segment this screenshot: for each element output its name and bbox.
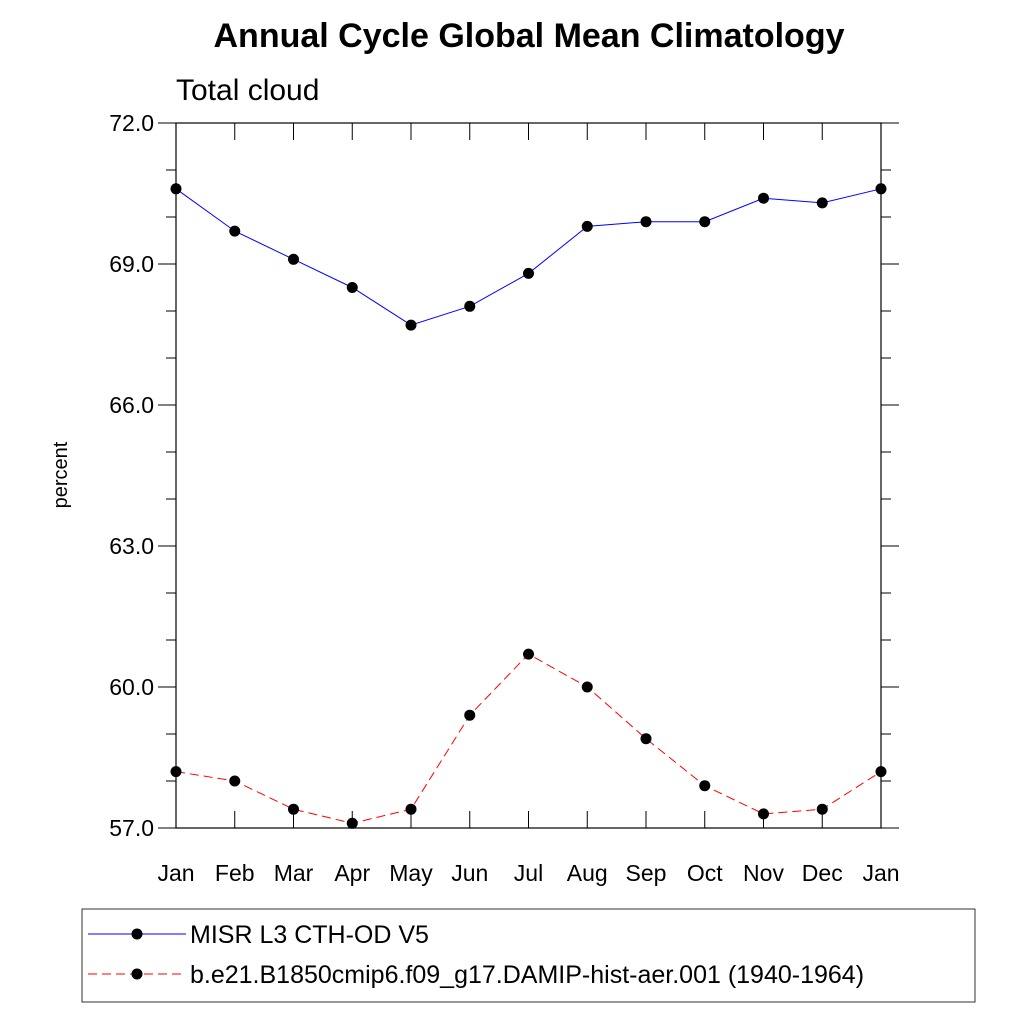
data-point-series-1 [405,319,417,331]
data-point-series-1 [346,282,358,293]
y-tick-label: 66.0 [109,392,154,418]
data-point-series-1 [640,216,652,228]
plot-frame [175,122,882,829]
y-axis-label: percent [50,441,72,508]
data-point-series-2 [758,808,769,820]
series-line-2 [175,653,882,824]
data-point-series-2 [464,709,476,721]
x-tick-label: Sep [626,860,667,886]
data-point-series-2 [170,766,182,778]
legend: MISR L3 CTH-OD V5 b.e21.B1850cmip6.f09_g… [81,908,976,1003]
x-tick-label: Apr [334,860,370,886]
x-tick-label: Nov [743,860,784,886]
legend-label-series-2: b.e21.B1850cmip6.f09_g17.DAMIP-hist-aer.… [190,961,864,989]
axis-ticks [158,122,899,829]
series-lines [175,188,882,824]
data-point-series-1 [758,192,769,204]
data-point-series-1 [523,267,534,279]
data-point-series-1 [875,183,887,195]
data-point-series-2 [346,817,358,829]
x-tick-labels: Jan Feb Mar Apr May Jun Jul Aug Sep Oct Nov Dec Jan [157,860,899,886]
data-point-series-1 [816,197,828,209]
data-point-series-1 [170,183,182,195]
data-point-series-2 [875,766,887,778]
data-point-series-1 [229,225,241,237]
data-point-series-2 [405,803,417,815]
data-point-series-1 [581,220,593,232]
data-point-series-1 [288,253,299,265]
y-tick-label: 63.0 [109,533,154,559]
y-tick-label: 57.0 [109,815,154,841]
series-line-1 [175,188,882,326]
data-point-series-2 [229,775,241,787]
x-tick-label: Jun [451,860,488,886]
data-point-series-1 [699,216,711,228]
x-tick-label: Oct [687,860,723,886]
x-tick-label: Aug [567,860,608,886]
y-tick-label: 72.0 [109,110,154,136]
legend-marker-series-2 [131,968,143,980]
chart-title: Annual Cycle Global Mean Climatology [214,17,845,55]
y-tick-label: 60.0 [109,674,154,700]
data-point-series-2 [816,803,828,815]
chart-subtitle: Total cloud [176,74,319,107]
data-point-series-2 [640,733,652,745]
y-tick-label: 69.0 [109,251,154,277]
data-point-series-1 [464,300,476,312]
data-point-series-2 [699,780,711,792]
x-tick-label: Mar [274,860,314,886]
data-point-series-2 [581,681,593,693]
x-tick-label: Feb [215,860,255,886]
x-tick-label: Jul [514,860,543,886]
legend-label-series-1: MISR L3 CTH-OD V5 [190,921,429,949]
data-point-series-2 [523,648,534,660]
y-tick-labels: 72.0 69.0 66.0 63.0 60.0 57.0 [109,110,154,841]
legend-box [81,908,976,1003]
x-tick-label: Dec [802,860,843,886]
legend-marker-series-1 [131,928,143,940]
series-markers [170,183,887,829]
data-point-series-2 [288,803,299,815]
x-tick-label: Jan [862,860,899,886]
x-tick-label: Jan [157,860,194,886]
x-tick-label: May [389,860,433,886]
